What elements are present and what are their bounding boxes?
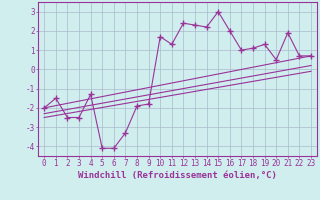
X-axis label: Windchill (Refroidissement éolien,°C): Windchill (Refroidissement éolien,°C) xyxy=(78,171,277,180)
